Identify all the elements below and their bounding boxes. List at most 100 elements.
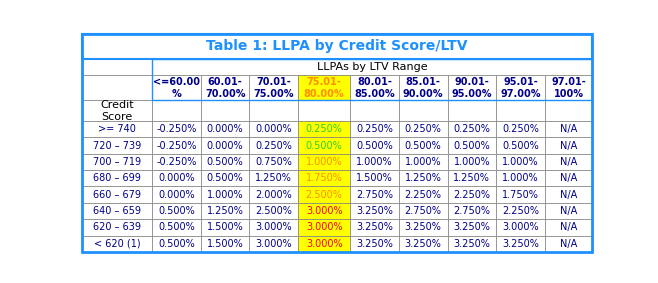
Text: 1.750%: 1.750%: [502, 190, 539, 200]
Bar: [496, 170, 545, 186]
Text: 660 – 679: 660 – 679: [93, 190, 141, 200]
Bar: [152, 138, 201, 154]
Text: >= 740: >= 740: [98, 124, 136, 134]
Bar: [350, 121, 399, 138]
Text: N/A: N/A: [560, 222, 577, 232]
Bar: [82, 121, 152, 138]
Text: 1.000%: 1.000%: [453, 157, 490, 167]
Text: 0.750%: 0.750%: [255, 157, 292, 167]
Text: 0.500%: 0.500%: [158, 222, 195, 232]
Bar: [447, 203, 496, 219]
Bar: [249, 219, 298, 235]
Text: 1.000%: 1.000%: [356, 157, 393, 167]
Bar: [447, 100, 496, 121]
Bar: [350, 203, 399, 219]
Text: 75.01-
80.00%: 75.01- 80.00%: [304, 77, 345, 99]
Bar: [152, 186, 201, 203]
Bar: [350, 170, 399, 186]
Bar: [201, 75, 249, 100]
Bar: [399, 235, 447, 252]
Bar: [496, 138, 545, 154]
Text: 2.000%: 2.000%: [255, 190, 292, 200]
Bar: [399, 203, 447, 219]
Bar: [298, 100, 350, 121]
Text: 700 – 719: 700 – 719: [93, 157, 141, 167]
Text: 0.250%: 0.250%: [453, 124, 490, 134]
Bar: [82, 235, 152, 252]
Text: 640 – 659: 640 – 659: [93, 206, 141, 216]
Text: 0.250%: 0.250%: [502, 124, 539, 134]
Bar: [298, 154, 350, 170]
Bar: [298, 121, 350, 138]
Bar: [82, 59, 152, 75]
Bar: [298, 75, 350, 100]
Bar: [152, 59, 592, 75]
Bar: [298, 138, 350, 154]
Text: 1.250%: 1.250%: [255, 173, 292, 183]
Text: 3.000%: 3.000%: [306, 206, 343, 216]
Bar: [82, 75, 152, 100]
Text: 0.500%: 0.500%: [502, 141, 539, 151]
Text: 80.01-
85.00%: 80.01- 85.00%: [354, 77, 395, 99]
Bar: [545, 235, 592, 252]
Bar: [399, 138, 447, 154]
Text: 0.250%: 0.250%: [306, 124, 343, 134]
Text: 3.250%: 3.250%: [405, 222, 442, 232]
Text: 0.500%: 0.500%: [356, 141, 393, 151]
Text: 1.250%: 1.250%: [453, 173, 490, 183]
Text: 3.000%: 3.000%: [306, 239, 343, 249]
Text: 0.250%: 0.250%: [405, 124, 442, 134]
Text: 1.250%: 1.250%: [207, 206, 243, 216]
Bar: [447, 138, 496, 154]
Bar: [447, 75, 496, 100]
Text: 0.000%: 0.000%: [158, 190, 195, 200]
Text: 3.250%: 3.250%: [356, 206, 393, 216]
Bar: [399, 100, 447, 121]
Text: 0.500%: 0.500%: [158, 206, 195, 216]
Bar: [82, 100, 152, 121]
Text: 2.750%: 2.750%: [405, 206, 442, 216]
Text: 1.750%: 1.750%: [306, 173, 343, 183]
Bar: [201, 121, 249, 138]
Bar: [496, 100, 545, 121]
Bar: [249, 170, 298, 186]
Bar: [82, 138, 152, 154]
Text: N/A: N/A: [560, 239, 577, 249]
Bar: [399, 154, 447, 170]
Bar: [249, 203, 298, 219]
Bar: [399, 121, 447, 138]
Text: 0.500%: 0.500%: [453, 141, 490, 151]
Bar: [350, 100, 399, 121]
Text: Table 1: LLPA by Credit Score/LTV: Table 1: LLPA by Credit Score/LTV: [207, 40, 468, 53]
Bar: [298, 235, 350, 252]
Bar: [496, 154, 545, 170]
Text: N/A: N/A: [560, 124, 577, 134]
Bar: [496, 219, 545, 235]
Bar: [545, 170, 592, 186]
Bar: [447, 170, 496, 186]
Bar: [447, 235, 496, 252]
Bar: [350, 186, 399, 203]
Text: N/A: N/A: [560, 206, 577, 216]
Text: 3.250%: 3.250%: [356, 222, 393, 232]
Text: -0.250%: -0.250%: [157, 157, 197, 167]
Bar: [545, 154, 592, 170]
Bar: [350, 154, 399, 170]
Bar: [82, 186, 152, 203]
Text: 2.500%: 2.500%: [306, 190, 343, 200]
Bar: [447, 154, 496, 170]
Bar: [152, 219, 201, 235]
Bar: [152, 203, 201, 219]
Bar: [298, 170, 350, 186]
Bar: [249, 186, 298, 203]
Bar: [298, 186, 350, 203]
Text: 720 – 739: 720 – 739: [93, 141, 141, 151]
Bar: [249, 100, 298, 121]
Bar: [350, 138, 399, 154]
Text: 3.000%: 3.000%: [502, 222, 539, 232]
Bar: [545, 186, 592, 203]
Text: 1.000%: 1.000%: [306, 157, 343, 167]
Text: 1.000%: 1.000%: [405, 157, 442, 167]
Bar: [201, 170, 249, 186]
Bar: [152, 170, 201, 186]
